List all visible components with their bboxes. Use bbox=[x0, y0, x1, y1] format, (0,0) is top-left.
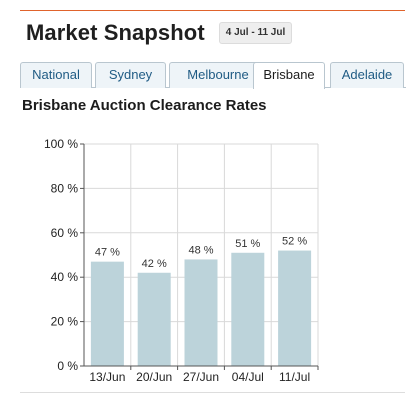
page-header: Market Snapshot 4 Jul - 11 Jul bbox=[26, 18, 293, 48]
footer-divider bbox=[20, 392, 405, 393]
tab-brisbane[interactable]: Brisbane bbox=[253, 62, 325, 89]
y-tick-label: 60 % bbox=[51, 226, 79, 240]
bar-value-label: 48 % bbox=[188, 244, 213, 256]
tab-sydney[interactable]: Sydney bbox=[95, 62, 166, 88]
city-tabs: National Sydney Melbourne Brisbane Adela… bbox=[20, 62, 406, 89]
bar bbox=[137, 272, 171, 366]
x-tick-label: 20/Jun bbox=[136, 370, 172, 384]
bar-value-label: 52 % bbox=[282, 236, 307, 248]
bar-value-label: 42 % bbox=[142, 258, 167, 270]
clearance-rate-chart: 0 % 20 % 40 % 60 % 80 % 100 % 47 % 13/Jun 42 % 20… bbox=[44, 137, 319, 384]
x-tick-label: 04/Jul bbox=[232, 370, 264, 384]
y-tick-label: 0 % bbox=[57, 359, 78, 373]
date-range-badge: 4 Jul - 11 Jul bbox=[218, 22, 293, 44]
tab-national[interactable]: National bbox=[20, 62, 92, 88]
x-tick-label: 13/Jun bbox=[89, 370, 125, 384]
y-tick-label: 40 % bbox=[51, 270, 79, 284]
bar bbox=[278, 250, 312, 366]
tab-adelaide[interactable]: Adelaide bbox=[330, 62, 404, 88]
y-tick-label: 100 % bbox=[44, 137, 78, 151]
tab-melbourne[interactable]: Melbourne bbox=[169, 62, 267, 88]
header-accent-rule bbox=[20, 10, 405, 11]
chart-title: Brisbane Auction Clearance Rates bbox=[22, 97, 267, 114]
bar bbox=[90, 261, 124, 366]
x-tick-label: 27/Jun bbox=[183, 370, 219, 384]
y-tick-label: 20 % bbox=[51, 315, 79, 329]
x-tick-label: 11/Jul bbox=[279, 370, 310, 384]
page-title: Market Snapshot bbox=[26, 20, 205, 45]
bar bbox=[184, 259, 218, 366]
bar-value-label: 51 % bbox=[235, 238, 260, 250]
y-tick-label: 80 % bbox=[51, 181, 79, 195]
bar-value-label: 47 % bbox=[95, 247, 120, 259]
bar bbox=[231, 252, 265, 366]
